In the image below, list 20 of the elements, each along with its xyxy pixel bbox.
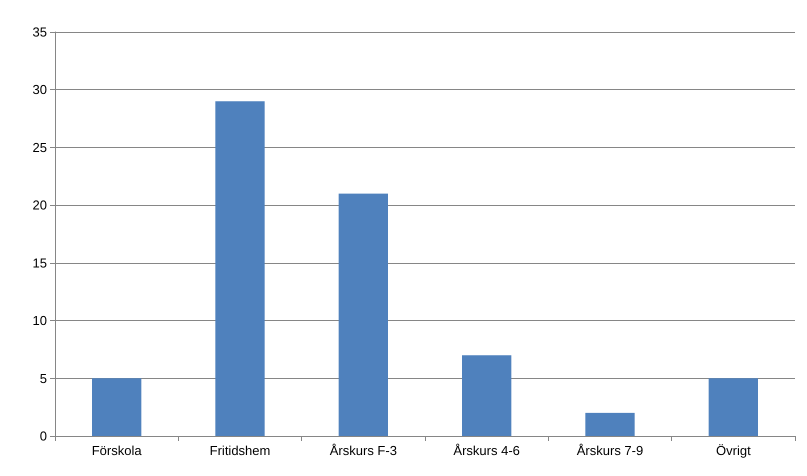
y-tick-label: 25 [32,140,47,155]
x-tick-label: Årskurs F-3 [330,443,397,458]
y-tick-label: 0 [40,428,47,444]
y-tick-label: 20 [32,198,47,213]
y-tick-label: 5 [40,370,47,386]
bar [92,378,142,436]
y-tick-label: 35 [32,24,47,40]
y-tick-label: 15 [32,255,47,270]
x-tick-label: Fritidshem [210,443,270,458]
x-tick-label: Årskurs 4-6 [453,443,520,458]
bar [215,101,265,436]
x-tick-label: Förskola [92,443,142,458]
bar [462,355,512,436]
x-tick-label: Övrigt [716,443,752,458]
bar [708,378,758,436]
y-tick-label: 30 [32,82,47,98]
x-tick-label: Årskurs 7-9 [576,443,644,458]
bar [338,194,388,436]
bar [585,412,635,436]
y-tick-label: 10 [32,313,47,328]
